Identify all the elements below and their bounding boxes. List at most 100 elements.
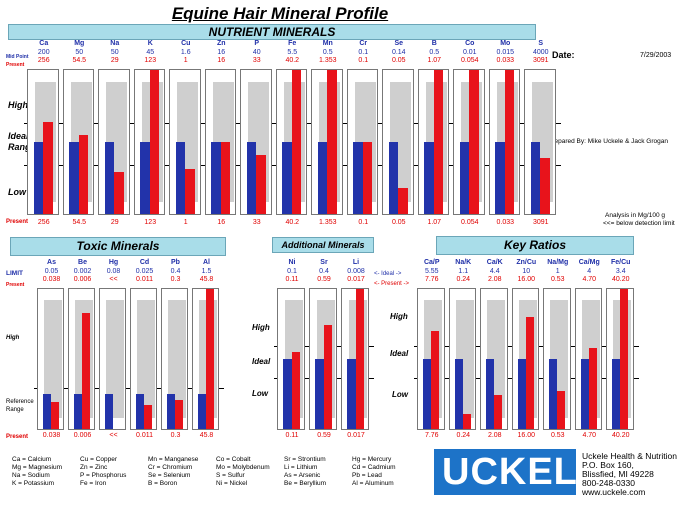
present-bar-al	[206, 289, 214, 429]
additional-high-label: High	[252, 323, 270, 332]
present-bar-ca-p	[431, 331, 440, 429]
date-label: Date:	[552, 50, 575, 60]
category-cu: Cu	[181, 40, 191, 47]
present-value-na: 29	[110, 57, 119, 64]
toxic-high-label: High	[6, 335, 20, 341]
ideal-bar-cu	[175, 142, 186, 214]
present-bar-be	[82, 312, 90, 429]
bar-cell-zn	[204, 69, 236, 215]
ideal-bar-be	[74, 394, 82, 429]
additional-present-label: <- Present ->	[374, 281, 410, 287]
bar-cell-ca-p	[417, 288, 445, 430]
ideal-bar-fe	[282, 142, 292, 214]
ideal-bar-ni	[283, 359, 292, 429]
legend-column-4: Sr = Strontium Li = Lithium As = Arsenic Be…	[284, 456, 350, 488]
present-value-fe-cu: 40.20	[611, 276, 630, 283]
legend-item: Be = Beryllium	[284, 480, 327, 487]
bar-cell-ca	[27, 69, 59, 215]
category-co: Co	[465, 40, 475, 47]
present-bar-pb	[175, 399, 183, 429]
present-bar-b	[433, 70, 444, 214]
present-bottom-as: 0.038	[42, 432, 61, 439]
legend-item: Pb = Lead	[352, 472, 382, 479]
present-value-se: 0.05	[391, 57, 406, 64]
bar-cell-se	[382, 69, 414, 215]
legend-item: Cu = Copper	[80, 456, 118, 463]
legend-column-1: Cu = Copper Zn = Zinc P = Phosphorus Fe = I…	[80, 456, 146, 488]
present-value-s: 3091	[532, 57, 549, 64]
category-ca-mg: Ca/Mg	[578, 259, 600, 266]
ratios-title: Key Ratios	[503, 238, 567, 252]
legend-item: Cd = Cadmium	[352, 464, 396, 471]
present-bar-p	[256, 154, 266, 214]
mid-value-cd: 0.025	[135, 268, 154, 275]
legend-item: Zn = Zinc	[80, 464, 108, 471]
company-address-1: P.O. Box 160,	[582, 460, 634, 470]
legend-item: As = Arsenic	[284, 472, 321, 479]
mid-value-na-mg: 1	[555, 268, 560, 275]
category-as: As	[47, 259, 56, 266]
range-bg-hg	[106, 300, 124, 418]
range-bg-as	[44, 300, 62, 418]
present-bar-ni	[291, 352, 300, 429]
legend-column-3: Co = Cobalt Mo = Molybdenum S = Sulfur Ni =…	[216, 456, 282, 488]
present-bottom-b: 1.07	[427, 219, 442, 226]
present-bottom-be: 0.006	[73, 432, 92, 439]
mid-value-as: 0.05	[44, 268, 59, 275]
ideal-bar-s	[530, 142, 541, 214]
present-bar-ca-k	[494, 395, 503, 429]
toxic-title: Toxic Minerals	[76, 239, 160, 253]
present-value-cr: 0.1	[358, 57, 369, 64]
present-bottom-al: 45.8	[199, 432, 214, 439]
nutrient-title: NUTRIENT MINERALS	[208, 25, 336, 39]
ideal-bar-sr	[315, 359, 324, 429]
present-value-k: 123	[144, 57, 157, 64]
bar-cell-s	[524, 69, 556, 215]
legend-item: S = Sulfur	[216, 472, 245, 479]
category-mo: Mo	[500, 40, 511, 47]
mid-value-na-k: 1.1	[458, 268, 469, 275]
ideal-bar-p	[246, 142, 257, 214]
mid-value-ca-p: 5.55	[424, 268, 439, 275]
additional-ideal-zone-label: Ideal	[252, 357, 271, 366]
key-ratios-band: Key Ratios	[436, 236, 634, 255]
legend-item: Al = Aluminum	[352, 480, 394, 487]
page-title: Equine Hair Mineral Profile	[171, 4, 389, 23]
ideal-bar-na-mg	[549, 359, 558, 429]
mid-value-mn: 0.5	[322, 49, 333, 56]
toxic-range-label: Reference Range	[6, 399, 34, 413]
mid-value-be: 0.002	[73, 268, 92, 275]
legend-item: Ca = Calcium	[12, 456, 52, 463]
ideal-bar-ca-k	[486, 359, 495, 429]
company-info: Uckele Health & Nutrition P.O. Box 160, …	[582, 452, 677, 497]
present-value-na-k: 0.24	[456, 276, 471, 283]
present-bar-zn	[220, 142, 231, 214]
nutrient-high-label: High	[8, 100, 28, 110]
legend-item: Fe = Iron	[80, 480, 107, 487]
ideal-bar-pb	[167, 394, 175, 429]
present-bar-na-mg	[557, 391, 566, 429]
present-value-ca: 256	[37, 57, 50, 64]
category-se: Se	[394, 40, 404, 47]
mid-value-na: 50	[110, 49, 119, 56]
ideal-bar-ca	[33, 142, 44, 214]
legend-column-2: Mn = Manganese Cr = Chromium Se = Selenium…	[148, 456, 214, 488]
ideal-bar-fe-cu	[612, 359, 621, 429]
bar-cell-cd	[130, 288, 157, 430]
category-mn: Mn	[322, 40, 333, 47]
present-bottom-sr: 0.59	[317, 432, 331, 439]
present-value-zn-cu: 16.00	[517, 276, 536, 283]
mid-value-pb: 0.4	[170, 268, 181, 275]
legend-item: Li = Lithium	[284, 464, 318, 471]
toxic-present-label: Present	[6, 282, 25, 288]
category-al: Al	[203, 259, 210, 266]
bar-cell-na	[98, 69, 130, 215]
present-bar-ca-mg	[588, 347, 597, 429]
category-p: P	[254, 40, 260, 47]
nutrient-ideal-label: Ideal Range	[8, 131, 36, 152]
mid-value-sr: 0.4	[319, 268, 329, 275]
mid-value-hg: 0.08	[106, 268, 121, 275]
present-value-mo: 0.033	[496, 57, 515, 64]
present-bar-co	[469, 70, 479, 214]
present-bottom-zn-cu: 16.00	[517, 432, 536, 439]
